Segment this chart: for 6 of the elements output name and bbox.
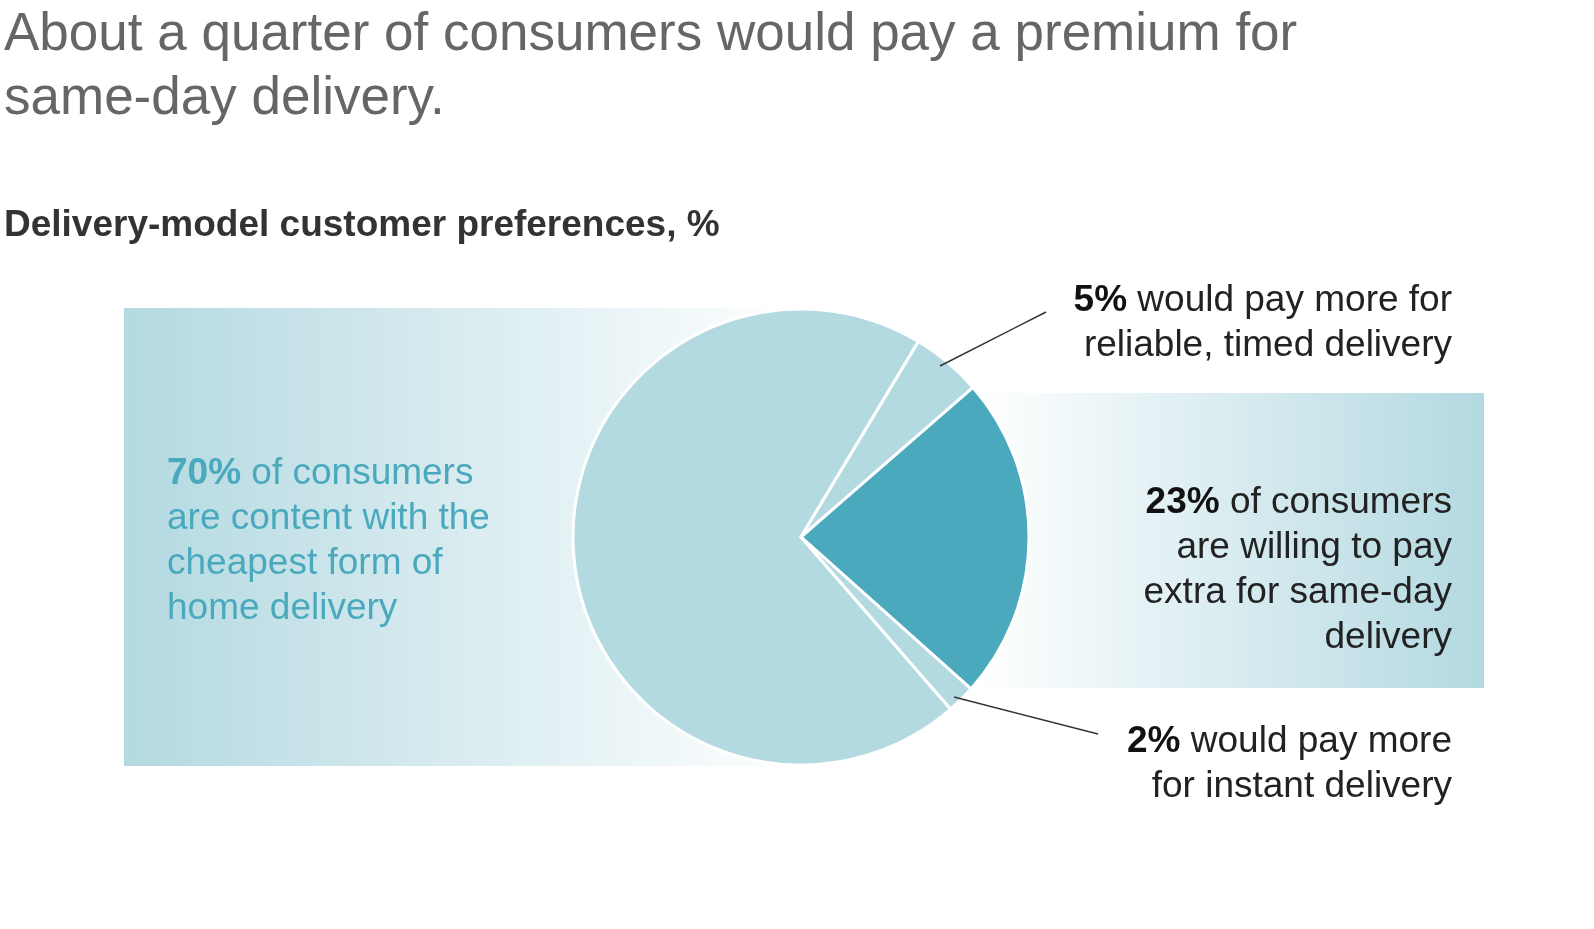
- data-label: 70%: [167, 451, 242, 492]
- data-label: 2%: [1127, 719, 1181, 760]
- data-label: 23%: [1145, 480, 1220, 521]
- chart-subtitle: Delivery-model customer preferences, %: [4, 203, 720, 245]
- chart-title: About a quarter of consumers would pay a premium for same-day delivery.: [4, 1, 1299, 127]
- data-label: 5%: [1073, 278, 1128, 319]
